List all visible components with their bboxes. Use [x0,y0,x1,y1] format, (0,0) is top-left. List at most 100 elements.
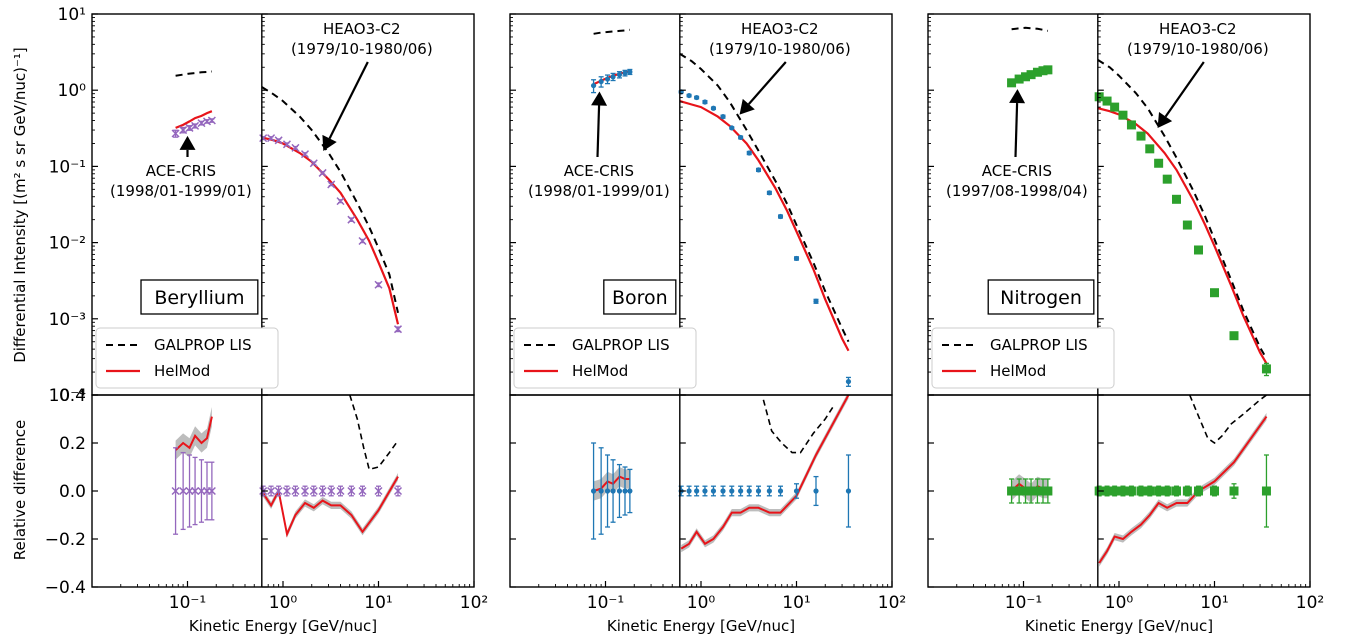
heao-point [686,92,692,99]
heao-ratio-point [729,488,735,494]
x-tick-label: 10⁰ [269,593,298,613]
ace-ratio-point [1014,486,1024,496]
marker-stroke [300,486,310,496]
ratio-tick-label: 0.0 [59,482,86,502]
heao-annotation-arrow [1157,61,1205,129]
heao-point [1118,110,1128,120]
ace-point [1007,78,1017,88]
heao-point [1229,331,1239,341]
element-label-box [140,279,259,315]
ace-point [604,76,611,82]
heao-annotation-line2: (1979/10-1980/06) [291,40,433,58]
marker-stroke [358,236,367,246]
ratio-plot [1007,395,1271,567]
heao-ratio-point [267,486,276,496]
heao-ratio-point [694,488,700,494]
y-axis-label-intensity: Differential Intensity [(m² s sr GeV/nuc… [11,47,29,363]
heao-point [393,325,403,334]
heao-ratio-point [1110,486,1120,496]
marker-stroke [185,123,194,132]
heao-ratio-point [686,488,692,494]
ace-point [191,121,200,130]
heao-ratio-point [274,486,283,496]
heao-point [777,213,784,220]
x-tick-label: 10¹ [364,593,392,613]
heao-ratio-point [1194,486,1204,496]
heao-ratio-point [1261,486,1271,496]
heao-point [793,255,800,262]
marker-stroke [282,140,291,149]
x-tick-label: 10¹ [782,593,810,613]
heao-point [694,94,700,101]
y-axis-label-relative-difference: Relative difference [11,420,29,561]
x-tick-label: 10² [460,593,488,613]
ace-point [1026,70,1036,80]
heao-annotation-line1: HEAO3-C2 [1159,20,1237,38]
x-tick-label: 10⁰ [1105,593,1134,613]
marker-stroke [274,486,283,496]
ace-ratio-point [1026,486,1036,496]
ace-ratio-point [627,488,633,494]
ace-annotation-line1: ACE-CRIS [982,162,1052,180]
ace-point [179,126,188,135]
heao-ratio-point [1229,486,1239,496]
heao-point [318,168,327,177]
helmod-ratio-heao [262,476,399,538]
heao-ratio-point [766,488,772,494]
heao-ratio-point [309,486,318,496]
heao-ratio-point [738,488,744,494]
marker-stroke [374,280,383,289]
heao-point [813,298,819,304]
ace-ratio-point [1007,486,1017,496]
heao-ratio-point [1145,486,1155,496]
heao-annotation-line2: (1979/10-1980/06) [709,40,851,58]
marker-stroke [267,134,276,143]
heao-point [358,236,367,246]
heao-annotation-line1: HEAO3-C2 [741,20,819,38]
ace-point [598,78,604,85]
element-label: Nitrogen [1000,287,1082,309]
heao-ratio-point [327,486,336,496]
heao-annotation-arrow [322,61,369,151]
marker-stroke [358,486,367,496]
panel-beryllium: 10⁻¹ 10⁰ 10¹ 10² Kinetic Energy [GeV/nuc] 10⁻… [45,5,489,635]
heao-ratio-point [1102,486,1112,496]
marker-stroke [207,116,216,125]
arrow-shaft [1014,103,1019,158]
heao-point [267,134,276,143]
ace-ratio-point [598,488,604,494]
heao-ratio-point [720,488,726,494]
marker-stroke [327,180,336,189]
lis-line-ace [1011,26,1049,32]
marker-stroke [336,486,345,496]
ace-annotation-line1: ACE-CRIS [564,162,634,180]
heao-ratio-point [336,486,345,496]
heao-ratio-point [1154,486,1164,496]
marker-stroke [191,121,200,130]
ace-ratio-point [171,486,180,496]
heao-ratio-point [282,486,291,496]
arrow-shaft [596,105,601,158]
heao-ratio-point [777,488,784,494]
marker-stroke [347,215,356,224]
heao-point [309,159,318,168]
arrow-shaft [328,61,369,139]
lis-line-heao [679,52,850,343]
heao-point [1162,174,1172,184]
heao-ratio-point [793,488,800,494]
heao-point [755,167,762,173]
marker-stroke [274,136,283,145]
legend-helmod-label: HelMod [990,362,1046,380]
ace-point [197,119,206,128]
heao-annotation-line1: HEAO3-C2 [323,20,401,38]
heao-point [766,190,772,196]
helmod-band-heao [681,395,849,553]
x-axis-label: Kinetic Energy [GeV/nuc] [607,617,795,635]
marker-stroke [207,486,216,496]
arrow-shaft [747,61,787,105]
heao-point [327,180,336,189]
heao-ratio-point [1126,486,1136,496]
ace-annotation-line1: ACE-CRIS [146,162,216,180]
